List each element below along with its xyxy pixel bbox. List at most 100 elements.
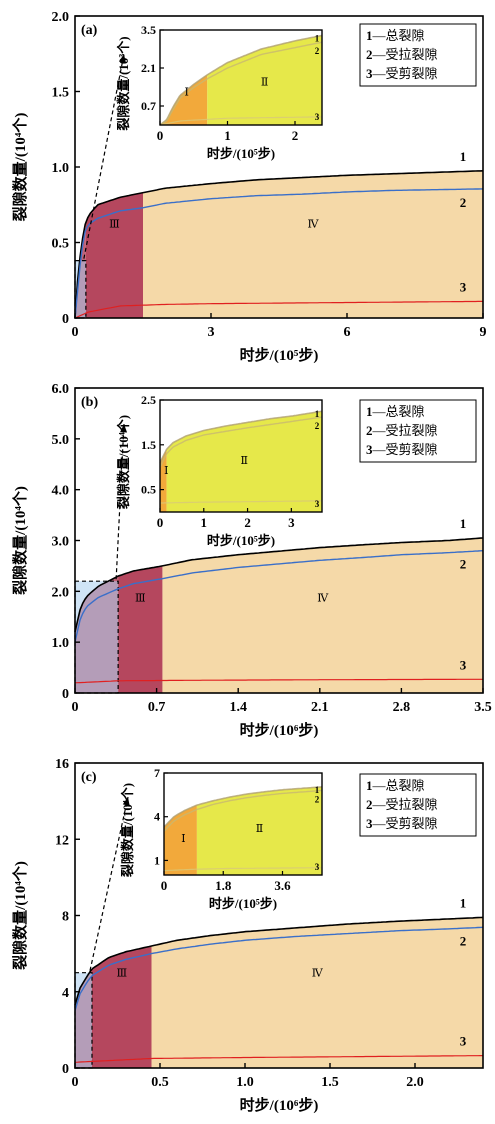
y-tick-label: 16 [55, 757, 69, 772]
curve-label-3: 3 [460, 279, 467, 294]
legend-num: 2 [366, 47, 373, 62]
legend: 1—总裂隙 2—受拉裂隙 3—受剪裂隙 [359, 399, 477, 463]
inset-y-tick-label: 4 [154, 810, 160, 824]
inset-frame [159, 399, 323, 513]
zoom-arrow-head [118, 54, 126, 63]
inset-y-axis-label: 裂隙数量/(10⁴个) [116, 415, 131, 510]
x-tick-label: 9 [480, 325, 487, 340]
inset-x-tick-label: 1.8 [215, 878, 232, 893]
legend-text: —总裂隙 [372, 778, 425, 793]
y-tick-label: 3.0 [52, 535, 70, 550]
x-tick-label: 0 [72, 1075, 79, 1090]
inset-curve-label-1: 1 [315, 409, 320, 419]
total-crack-line [74, 916, 484, 1006]
x-tick-label: 2.0 [406, 1075, 424, 1090]
legend-entry-3: 3—受剪裂隙 [366, 442, 438, 457]
y-tick-label: 12 [55, 833, 69, 848]
legend-text: —总裂隙 [372, 404, 425, 419]
y-axis-label: 裂隙数量/(10⁴个) [11, 486, 29, 596]
shear-crack-line [74, 300, 483, 319]
legend-num: 3 [366, 816, 373, 831]
zoom-box [74, 580, 119, 694]
legend-text: —受剪裂隙 [372, 66, 438, 81]
legend-num: 1 [366, 28, 373, 43]
tensile-crack-line [74, 188, 483, 319]
legend-text: —受剪裂隙 [372, 816, 438, 831]
inset-y-tick-label: 1.5 [141, 438, 156, 452]
y-tick-label: 0 [62, 312, 69, 327]
inset-curve-label-3: 3 [315, 112, 320, 122]
shear-crack-line [74, 1055, 483, 1063]
y-tick-label: 2.0 [52, 585, 70, 600]
inset-curve-label-3: 3 [315, 862, 320, 872]
total-crack-line [74, 170, 484, 319]
x-tick-label: 0.7 [148, 700, 166, 715]
x-tick-label: 0 [72, 325, 79, 340]
legend: 1—总裂隙 2—受拉裂隙 3—受剪裂隙 [359, 773, 477, 837]
inset-tensile-line [159, 416, 323, 468]
inset-y-tick-label: 1 [154, 853, 160, 867]
inset-frame [163, 772, 323, 876]
inset-curve-label-2: 2 [315, 794, 320, 804]
inset-x-tick-label: 1 [201, 515, 208, 530]
x-tick-label: 2.1 [311, 700, 329, 715]
curve-label-2: 2 [460, 933, 467, 948]
tensile-crack-line [74, 550, 484, 643]
legend-entry-2: 2—受拉裂隙 [366, 47, 438, 62]
stage-4-area [162, 538, 483, 693]
inset-curve-label-3: 3 [315, 499, 320, 509]
zoom-arrow-head [122, 797, 130, 806]
stage-4-label: Ⅳ [317, 593, 329, 605]
inset-stage-2-label: Ⅱ [261, 77, 268, 89]
inset-stage-2-area [207, 35, 322, 125]
legend-entry-1: 1—总裂隙 [366, 404, 425, 419]
legend-num: 1 [366, 778, 373, 793]
inset-y-axis-label: 裂隙数量/(10³个) [116, 36, 131, 131]
y-tick-label: 1.5 [52, 86, 70, 101]
x-tick-label: 1.4 [229, 700, 247, 715]
inset-stage-1-label: Ⅰ [184, 87, 188, 99]
inset-curve-label-2: 2 [315, 46, 320, 56]
tensile-crack-line [74, 926, 484, 1011]
y-tick-label: 0.5 [52, 237, 70, 252]
x-axis-label: 时步/(10⁵步) [240, 347, 319, 364]
inset-stage-1-label: Ⅰ [181, 833, 185, 845]
inset-chart: Ⅰ Ⅱ 1 2 3 0 1 2 3 0.5 1.5 2.5 时步/(10⁵步) 裂隙数量/(10⁴个) [116, 393, 323, 548]
legend-entry-2: 2—受拉裂隙 [366, 797, 438, 812]
x-tick-label: 1.0 [236, 1075, 254, 1090]
panel-a: Ⅲ Ⅳ 1 2 3 0 3 6 9 0 0.5 1.0 1.5 2.0 时步/(10⁵步) 裂隙数量/(10⁴… [11, 10, 487, 364]
inset-x-tick-label: 0 [157, 515, 164, 530]
inset-y-axis-label: 裂隙数量/(10⁴个) [120, 783, 135, 878]
stage-4-label: Ⅳ [312, 968, 324, 980]
inset-y-tick-label: 7 [154, 766, 160, 780]
x-tick-label: 1.5 [321, 1075, 339, 1090]
y-tick-label: 4.0 [52, 484, 70, 499]
inset-x-tick-label: 3.6 [274, 878, 291, 893]
x-tick-label: 0.5 [151, 1075, 169, 1090]
curve-label-1: 1 [460, 516, 467, 531]
legend: 1—总裂隙 2—受拉裂隙 3—受剪裂隙 [359, 23, 477, 87]
inset-shear-line [160, 500, 322, 504]
stage-3-label: Ⅲ [135, 593, 146, 605]
legend-text: —总裂隙 [372, 28, 425, 43]
stage-3-area [118, 565, 163, 693]
stage-4-area [151, 917, 483, 1068]
inset-curve-label-2: 2 [315, 421, 320, 431]
inset-y-tick-label: 0.5 [141, 483, 156, 497]
zoom-arrow-line [115, 423, 125, 580]
y-tick-label: 0 [62, 687, 69, 702]
legend-text: —受拉裂隙 [372, 47, 438, 62]
y-tick-label: 4 [62, 986, 69, 1001]
inset-stage-2-area [196, 786, 322, 875]
y-tick-label: 2.0 [52, 10, 70, 25]
inset-shear-line [164, 867, 322, 872]
stage-4-label: Ⅳ [308, 218, 320, 230]
y-axis-label: 裂隙数量/(10⁴个) [11, 113, 29, 223]
stage-4-area [143, 170, 483, 318]
legend-num: 2 [366, 797, 373, 812]
y-tick-label: 1.0 [52, 161, 70, 176]
shear-crack-line [74, 678, 483, 684]
inset-curve-label-1: 1 [315, 33, 320, 43]
curve-label-1: 1 [460, 895, 467, 910]
